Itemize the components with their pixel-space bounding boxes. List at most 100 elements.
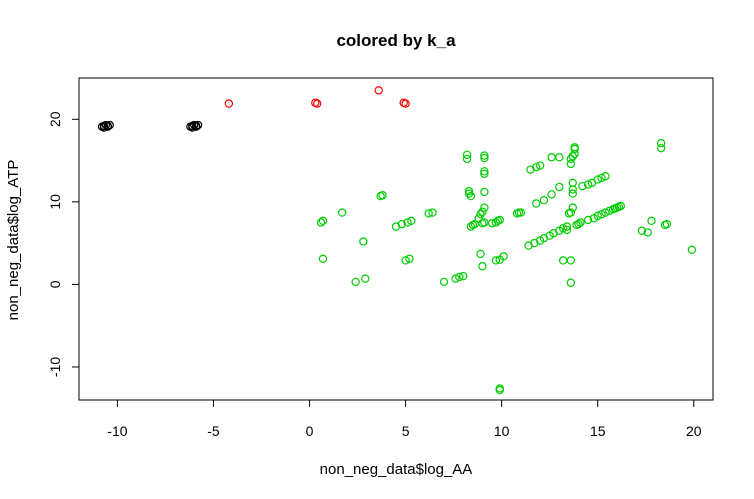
data-point <box>656 143 666 153</box>
y-tick-label: 0 <box>47 280 63 288</box>
data-point <box>647 216 656 226</box>
data-point <box>568 203 577 212</box>
data-point <box>451 274 460 283</box>
y-tick-label: 20 <box>47 111 63 127</box>
data-point <box>459 271 468 281</box>
data-point <box>351 277 360 287</box>
data-point <box>601 208 610 217</box>
data-point <box>499 252 508 261</box>
data-point <box>188 123 197 132</box>
data-point <box>547 190 556 199</box>
x-tick-label: 5 <box>402 423 410 439</box>
data-point <box>405 254 414 264</box>
data-point <box>480 153 489 163</box>
x-tick-label: -5 <box>207 423 220 439</box>
data-point <box>361 274 370 283</box>
series-0 <box>97 120 203 132</box>
data-point <box>574 219 583 229</box>
data-point <box>597 210 606 219</box>
data-point <box>616 201 625 211</box>
data-point <box>568 178 577 188</box>
data-point <box>224 99 234 108</box>
data-point <box>593 175 602 184</box>
data-point <box>566 208 576 217</box>
data-point <box>555 182 564 192</box>
data-point <box>318 216 328 226</box>
data-point <box>555 153 564 162</box>
data-point <box>313 99 322 108</box>
data-point <box>403 218 412 227</box>
data-point <box>374 86 383 95</box>
y-axis-label: non_neg_data$log_ATP <box>5 160 22 321</box>
data-point <box>401 99 410 108</box>
data-point <box>480 169 489 178</box>
data-point <box>597 173 606 183</box>
data-point <box>103 122 113 131</box>
data-point <box>462 154 472 164</box>
data-point <box>318 254 328 264</box>
data-point <box>687 245 697 254</box>
data-point <box>562 222 572 231</box>
data-point <box>558 224 568 233</box>
data-point <box>316 218 326 227</box>
y-axis: -10 0 10 20 <box>47 111 80 377</box>
data-point <box>583 180 593 189</box>
data-point <box>464 186 474 196</box>
data-point <box>578 181 587 191</box>
data-point <box>495 385 504 395</box>
data-point <box>583 215 593 225</box>
data-point <box>566 256 576 265</box>
x-tick-label: 15 <box>590 423 606 439</box>
data-point <box>535 161 545 170</box>
data-point <box>480 151 489 160</box>
data-point <box>593 211 602 221</box>
x-tick-label: -10 <box>107 423 127 439</box>
data-point <box>576 218 585 227</box>
data-point <box>566 159 576 169</box>
x-axis: -10 -5 0 5 10 15 20 <box>107 399 702 439</box>
series-1 <box>224 86 410 108</box>
data-point <box>562 225 572 235</box>
data-point <box>566 278 576 287</box>
data-point <box>656 139 666 148</box>
data-point <box>462 150 472 159</box>
data-point <box>466 191 476 201</box>
data-point <box>338 208 347 217</box>
data-point <box>480 187 489 197</box>
data-point <box>643 228 652 237</box>
data-point <box>424 209 433 218</box>
series-2 <box>316 139 697 395</box>
data-point <box>191 122 201 131</box>
data-point <box>455 272 464 282</box>
data-point <box>516 208 526 217</box>
data-point <box>401 256 410 265</box>
y-tick-label: -10 <box>47 357 63 377</box>
x-tick-label: 20 <box>686 423 702 439</box>
data-points <box>97 86 697 395</box>
data-point <box>568 152 577 161</box>
data-point <box>397 219 406 229</box>
data-point <box>601 172 610 181</box>
y-tick-label: 10 <box>47 194 63 210</box>
data-point <box>464 189 474 198</box>
chart-title: colored by k_a <box>336 31 456 50</box>
data-point <box>480 203 489 212</box>
data-point <box>662 219 672 229</box>
data-point <box>99 123 109 132</box>
data-point <box>570 143 579 152</box>
data-point <box>439 277 449 287</box>
data-point <box>478 207 487 216</box>
x-tick-label: 10 <box>494 423 510 439</box>
data-point <box>637 226 647 235</box>
data-point <box>428 208 437 217</box>
data-point <box>476 249 485 259</box>
data-point <box>491 256 501 265</box>
data-point <box>378 191 387 200</box>
data-point <box>407 216 416 226</box>
data-point <box>539 195 549 205</box>
data-point <box>568 189 577 198</box>
data-point <box>532 162 541 172</box>
data-point <box>476 210 485 219</box>
